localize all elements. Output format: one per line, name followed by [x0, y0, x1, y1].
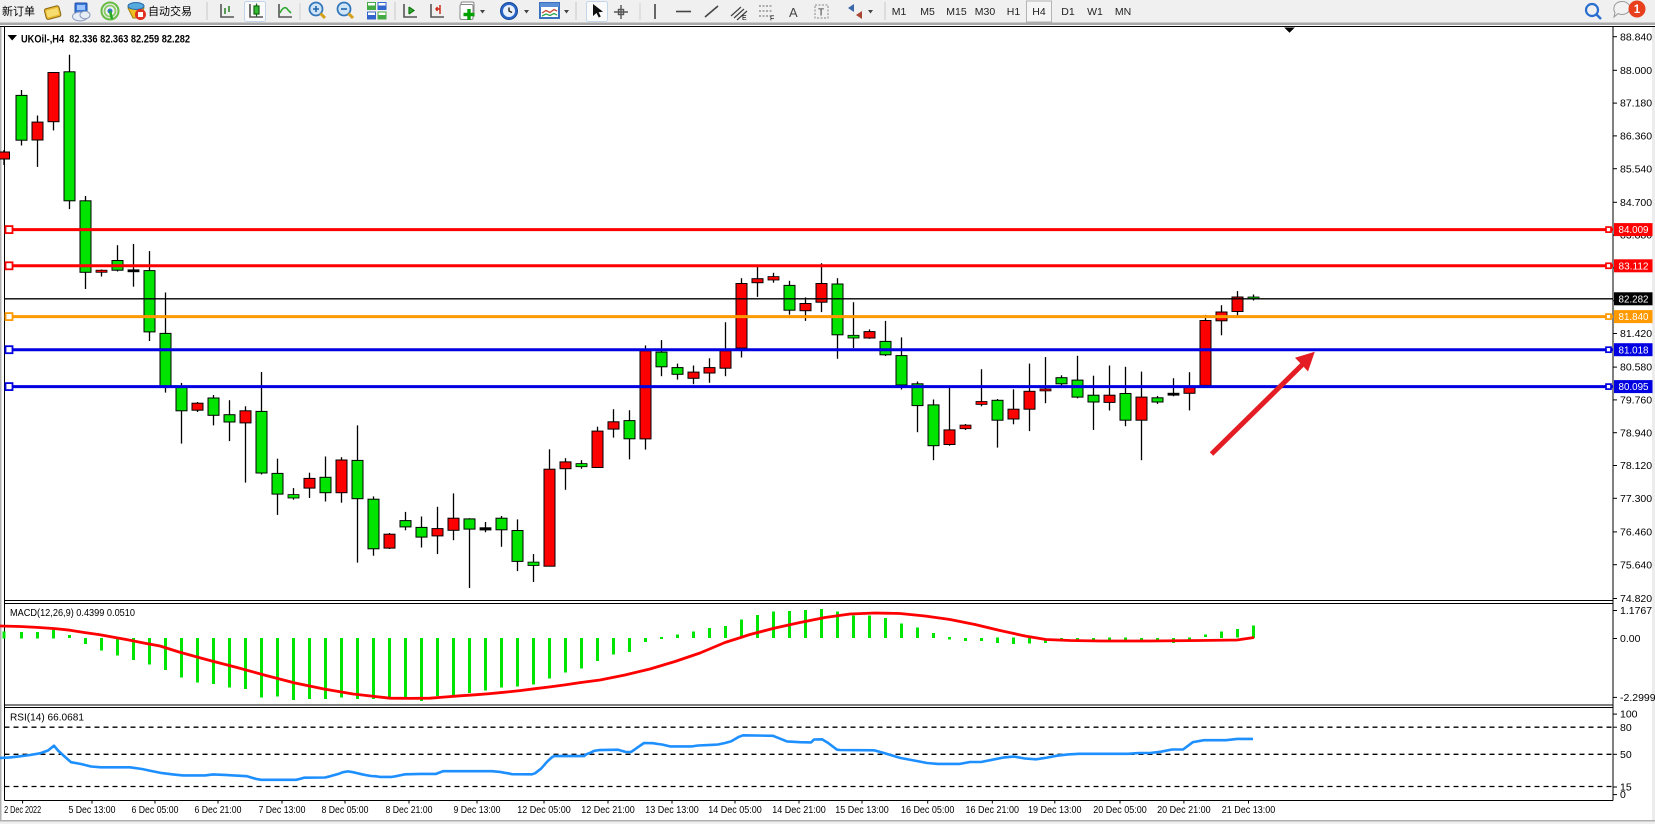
svg-text:9 Dec 13:00: 9 Dec 13:00 — [454, 804, 501, 816]
svg-text:84.700: 84.700 — [1620, 197, 1652, 209]
svg-text:D1: D1 — [1061, 6, 1075, 18]
svg-text:16 Dec 05:00: 16 Dec 05:00 — [901, 804, 955, 816]
svg-text:88.840: 88.840 — [1620, 31, 1652, 43]
svg-text:15: 15 — [1620, 782, 1632, 794]
svg-text:E: E — [742, 15, 747, 22]
svg-text:M15: M15 — [946, 6, 967, 18]
svg-text:0.00: 0.00 — [1620, 633, 1641, 645]
svg-text:74.820: 74.820 — [1620, 593, 1652, 605]
svg-text:A: A — [789, 5, 798, 20]
svg-text:MACD(12,26,9) 0.4399 0.0510: MACD(12,26,9) 0.4399 0.0510 — [10, 607, 135, 619]
svg-text:86.360: 86.360 — [1620, 131, 1652, 143]
svg-text:81.420: 81.420 — [1620, 328, 1652, 340]
svg-text:77.300: 77.300 — [1620, 493, 1652, 505]
svg-text:M5: M5 — [920, 6, 935, 18]
svg-text:F: F — [770, 16, 774, 23]
svg-text:6 Dec 21:00: 6 Dec 21:00 — [195, 804, 242, 816]
svg-text:12 Dec 05:00: 12 Dec 05:00 — [517, 804, 571, 816]
svg-text:20 Dec 21:00: 20 Dec 21:00 — [1157, 804, 1211, 816]
svg-text:UKOil-,H4 82.336 82.363 82.25: UKOil-,H4 82.336 82.363 82.259 82.282 — [21, 34, 190, 46]
svg-text:T: T — [818, 8, 824, 19]
svg-text:15 Dec 13:00: 15 Dec 13:00 — [835, 804, 889, 816]
svg-text:W1: W1 — [1087, 6, 1103, 18]
svg-text:87.180: 87.180 — [1620, 98, 1652, 110]
svg-text:H1: H1 — [1007, 6, 1021, 18]
svg-text:6 Dec 05:00: 6 Dec 05:00 — [132, 804, 179, 816]
svg-text:8 Dec 05:00: 8 Dec 05:00 — [322, 804, 369, 816]
svg-text:20 Dec 05:00: 20 Dec 05:00 — [1093, 804, 1147, 816]
svg-text:M30: M30 — [975, 6, 996, 18]
svg-text:2 Dec 2022: 2 Dec 2022 — [4, 804, 41, 816]
svg-text:0: 0 — [1620, 789, 1626, 801]
svg-text:76.460: 76.460 — [1620, 527, 1652, 539]
svg-text:82.282: 82.282 — [1619, 293, 1649, 305]
svg-text:新订单: 新订单 — [2, 4, 35, 18]
svg-text:80: 80 — [1620, 722, 1632, 734]
svg-text:75.640: 75.640 — [1620, 559, 1652, 571]
svg-text:14 Dec 05:00: 14 Dec 05:00 — [708, 804, 762, 816]
svg-text:自动交易: 自动交易 — [148, 4, 192, 18]
svg-text:1: 1 — [1634, 4, 1641, 16]
svg-text:83.112: 83.112 — [1619, 260, 1649, 272]
svg-text:8 Dec 21:00: 8 Dec 21:00 — [386, 804, 433, 816]
svg-text:81.840: 81.840 — [1619, 311, 1649, 323]
svg-text:5 Dec 13:00: 5 Dec 13:00 — [69, 804, 116, 816]
svg-text:M1: M1 — [892, 6, 907, 18]
svg-text:RSI(14) 66.0681: RSI(14) 66.0681 — [10, 712, 84, 724]
svg-text:80.095: 80.095 — [1619, 381, 1649, 393]
svg-text:80.580: 80.580 — [1620, 362, 1652, 374]
svg-text:1.1767: 1.1767 — [1620, 605, 1652, 617]
svg-text:12 Dec 21:00: 12 Dec 21:00 — [581, 804, 635, 816]
svg-text:13 Dec 13:00: 13 Dec 13:00 — [645, 804, 699, 816]
svg-text:78.120: 78.120 — [1620, 460, 1652, 472]
svg-text:88.000: 88.000 — [1620, 65, 1652, 77]
svg-text:21 Dec 13:00: 21 Dec 13:00 — [1222, 804, 1276, 816]
svg-text:100: 100 — [1620, 709, 1638, 721]
svg-text:MN: MN — [1115, 6, 1131, 18]
svg-text:16 Dec 21:00: 16 Dec 21:00 — [966, 804, 1020, 816]
svg-text:19 Dec 13:00: 19 Dec 13:00 — [1028, 804, 1082, 816]
svg-text:50: 50 — [1620, 749, 1632, 761]
svg-text:7 Dec 13:00: 7 Dec 13:00 — [259, 804, 306, 816]
svg-text:85.540: 85.540 — [1620, 163, 1652, 175]
svg-text:78.940: 78.940 — [1620, 427, 1652, 439]
svg-text:79.760: 79.760 — [1620, 395, 1652, 407]
svg-text:14 Dec 21:00: 14 Dec 21:00 — [772, 804, 826, 816]
svg-text:84.009: 84.009 — [1619, 224, 1649, 236]
svg-text:81.018: 81.018 — [1619, 344, 1649, 356]
svg-text:-2.2999: -2.2999 — [1620, 692, 1655, 704]
svg-text:H4: H4 — [1032, 6, 1046, 18]
